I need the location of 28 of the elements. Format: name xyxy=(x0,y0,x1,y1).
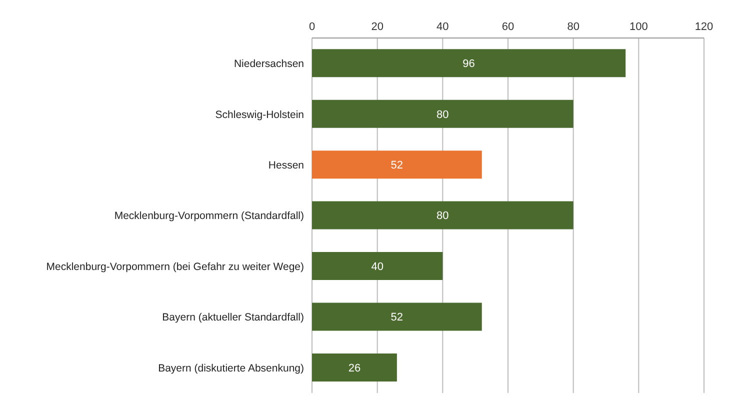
data-label: 52 xyxy=(390,159,404,172)
bar xyxy=(312,100,574,128)
x-tick-label: 20 xyxy=(371,21,384,33)
y-tick-label: Hessen xyxy=(268,160,304,172)
bar xyxy=(312,201,574,230)
y-tick-label: Bayern (diskutierte Absenkung) xyxy=(158,362,304,374)
x-tick-label: 120 xyxy=(694,21,714,33)
y-tick-label: Mecklenburg-Vorpommern (bei Gefahr zu weiter Wege) xyxy=(46,260,304,273)
y-tick-label: Bayern (aktueller Standardfall) xyxy=(162,312,304,324)
bar xyxy=(312,150,482,179)
data-label: 40 xyxy=(371,260,384,273)
x-tick-label: 0 xyxy=(308,21,316,33)
bar xyxy=(312,302,482,331)
data-label: 52 xyxy=(390,312,404,324)
y-tick-label: Mecklenburg-Vorpommern (Standardfall) xyxy=(114,210,304,222)
y-tick-label: Niedersachsen xyxy=(234,58,304,70)
data-label: 80 xyxy=(436,108,449,121)
bar xyxy=(312,252,443,280)
data-label: 26 xyxy=(348,362,361,374)
x-tick-label: 40 xyxy=(436,21,449,33)
data-label: 96 xyxy=(462,58,475,70)
data-label: 80 xyxy=(436,210,449,222)
bar xyxy=(312,49,626,78)
x-tick-label: 60 xyxy=(502,21,514,33)
x-tick-label: 80 xyxy=(567,21,580,33)
y-tick-label: Schleswig-Holstein xyxy=(215,108,304,121)
bar xyxy=(312,353,397,382)
x-tick-label: 100 xyxy=(629,21,648,33)
